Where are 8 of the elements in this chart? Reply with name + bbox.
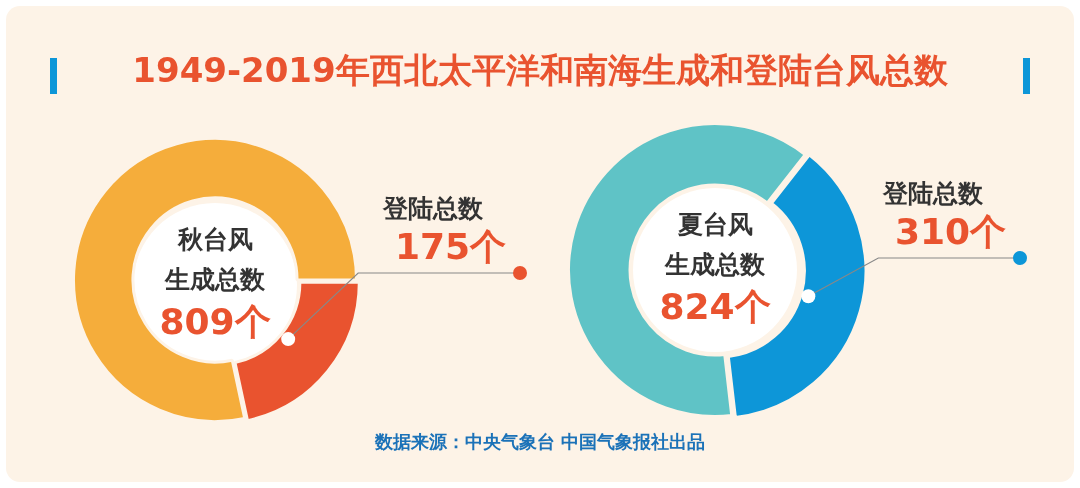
text: 秋台风生成总数809个 bbox=[159, 224, 271, 343]
data-label: 310个 bbox=[895, 211, 1007, 253]
text: 夏台风生成总数824个 bbox=[659, 209, 771, 328]
slice-label: 登陆总数 bbox=[882, 178, 984, 208]
data-label: 175个 bbox=[395, 226, 507, 268]
chart-title: 1949-2019年西北太平洋和南海生成和登陆台风总数 bbox=[131, 49, 949, 92]
source-note: 数据来源：中央气象台 中国气象报社出品 bbox=[373, 430, 707, 454]
slice-label: 登陆总数 bbox=[382, 193, 484, 223]
